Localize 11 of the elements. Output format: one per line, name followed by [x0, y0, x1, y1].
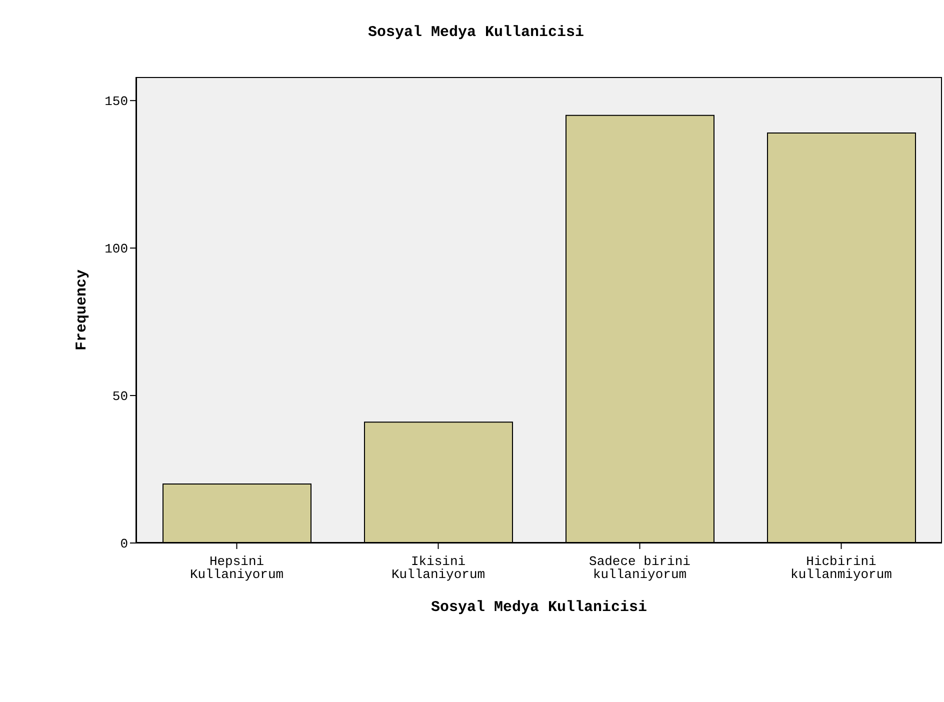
y-tick-label: 150 [104, 94, 128, 110]
x-tick-label: Ikisini Kullaniyorum [391, 554, 486, 582]
y-tick-label: 0 [120, 536, 128, 552]
x-tick-label: Sadece birini kullaniyorum [589, 554, 691, 582]
chart-title: Sosyal Medya Kullanicisi [366, 24, 586, 41]
y-tick-label: 50 [112, 389, 128, 404]
x-tick-label: Hepsini Kullaniyorum [190, 554, 284, 582]
x-axis-title: Sosyal Medya Kullanicisi [430, 599, 648, 616]
x-tick-label: Hicbirini kullanmiyorum [790, 554, 892, 582]
y-tick-label: 100 [104, 242, 128, 257]
y-axis-title: Frequency [73, 269, 90, 351]
